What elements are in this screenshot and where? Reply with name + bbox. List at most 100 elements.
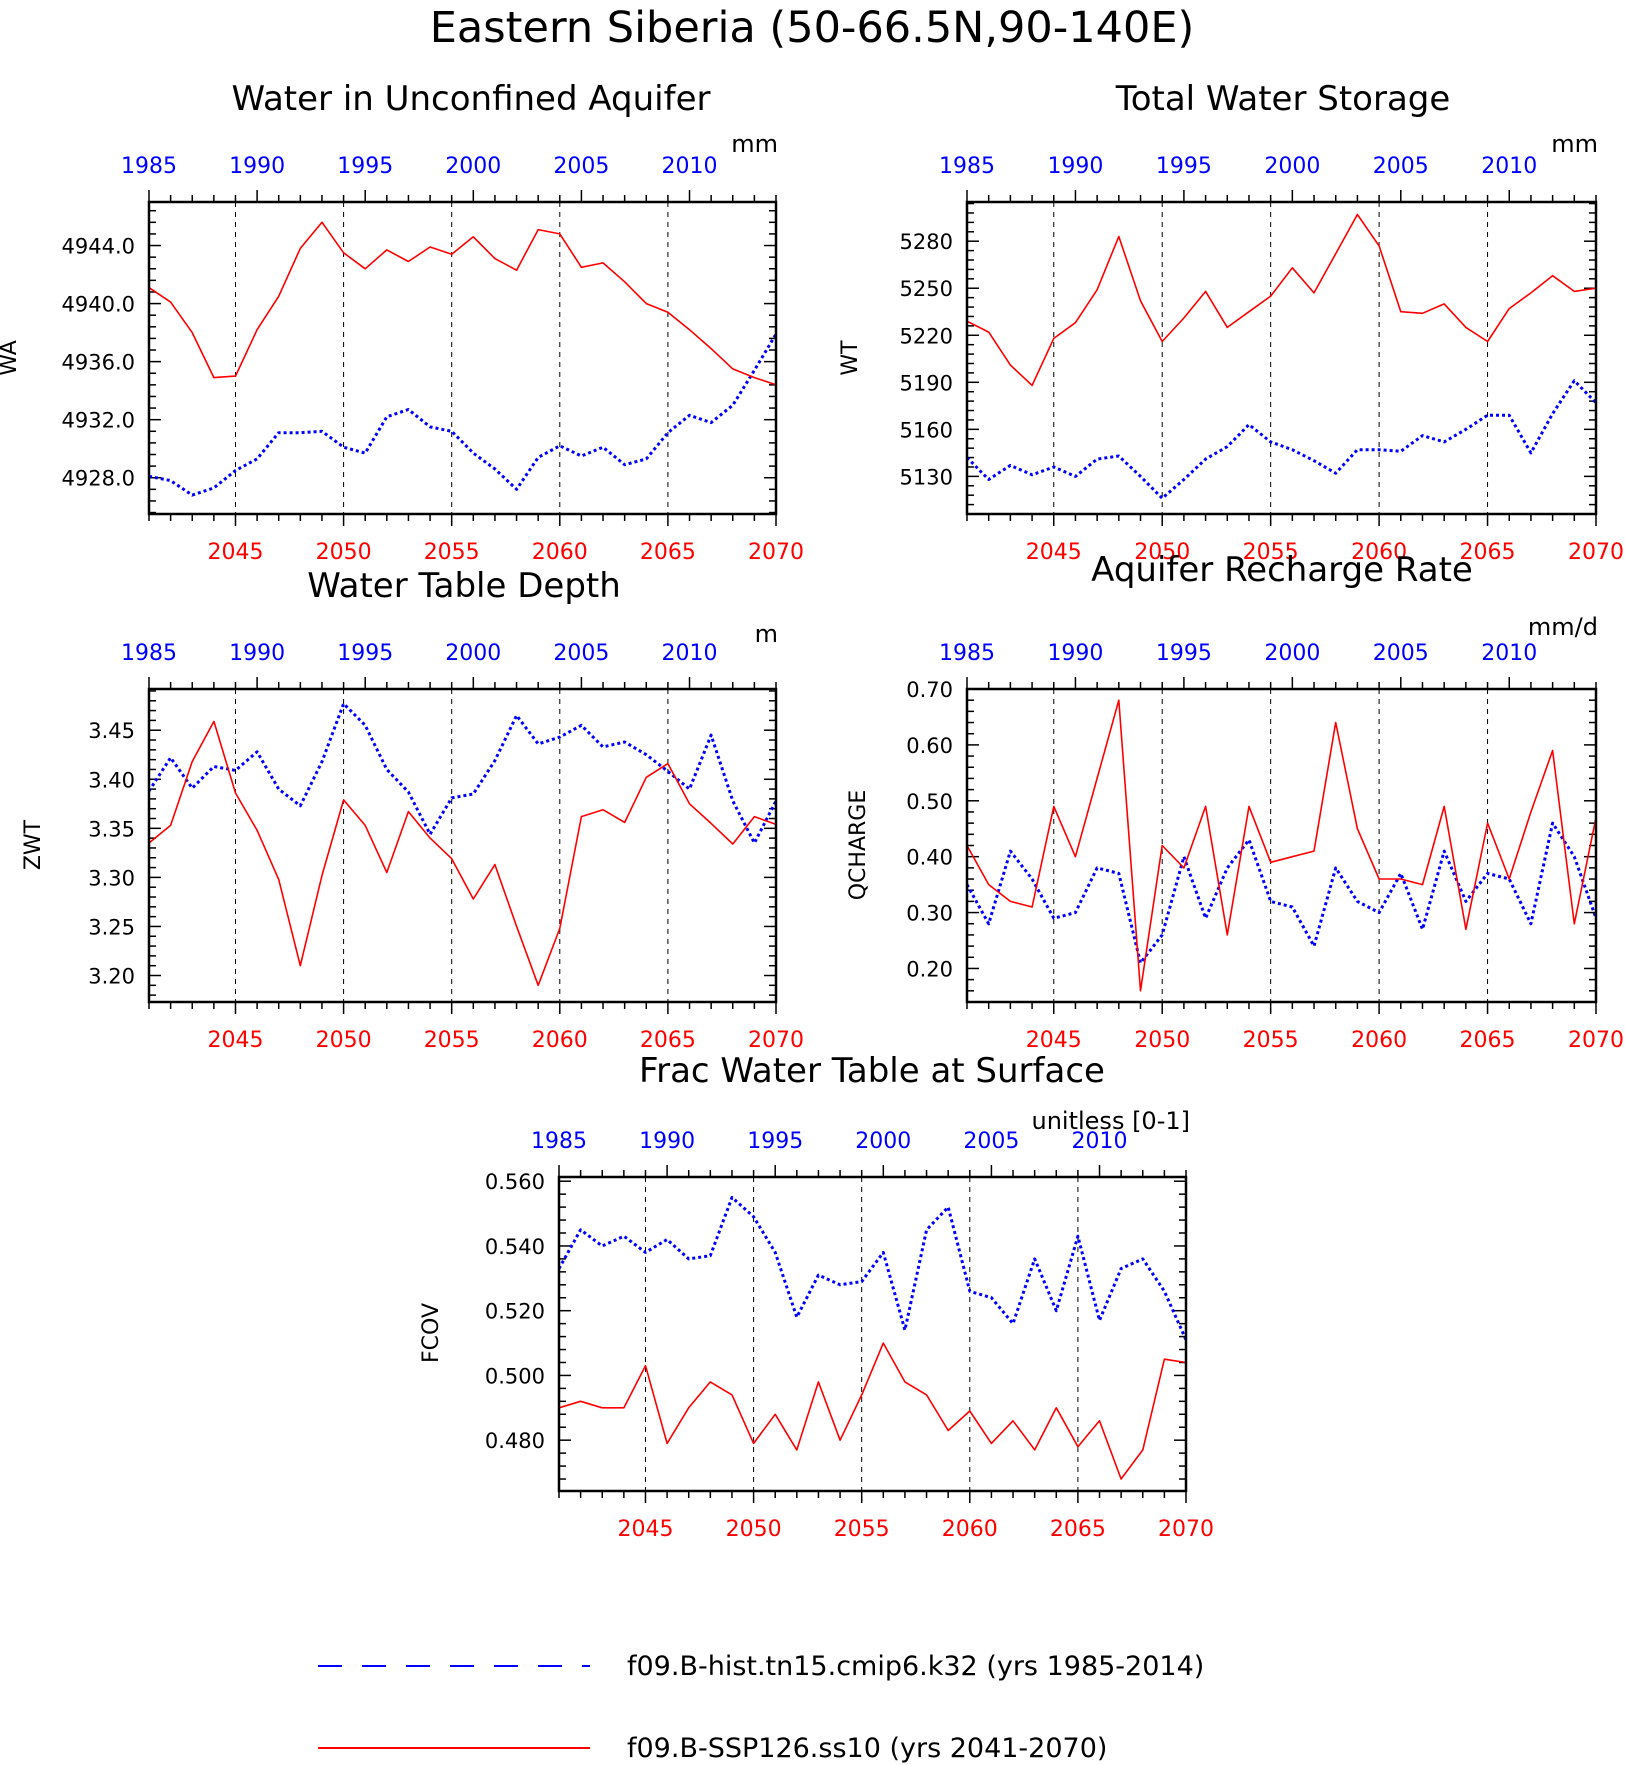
- panel-title: Frac Water Table at Surface: [639, 1051, 1105, 1091]
- y-tick-label: 3.40: [88, 768, 135, 792]
- legend: f09.B-hist.tn15.cmip6.k32 (yrs 1985-2014…: [318, 1651, 1204, 1764]
- x-tick-label-bottom: 2060: [942, 1517, 998, 1542]
- series-line-hist: [148, 333, 778, 497]
- x-tick-label-top: 2010: [1072, 1129, 1128, 1154]
- chart-water-in-unconfined-aquifer: Water in Unconfined Aquifer mm WA 4928.0 493…: [0, 79, 804, 565]
- y-tick-label: 0.40: [906, 846, 953, 870]
- y-tick-label: 3.30: [88, 866, 135, 890]
- x-tick-label-bottom: 2065: [640, 540, 696, 565]
- y-tick-label: 3.25: [88, 915, 135, 939]
- chart-frac-water-table-at-surface: Frac Water Table at Surface unitless [0-1…: [419, 1051, 1214, 1542]
- x-tick-label-bottom: 2050: [1134, 1028, 1190, 1053]
- x-tick-label-bottom: 2070: [748, 540, 804, 565]
- x-tick-label-bottom: 2065: [1460, 540, 1516, 565]
- series-line-ssp: [558, 1342, 1187, 1480]
- y-tick-label: 5220: [900, 324, 953, 348]
- x-tick-label-top: 2010: [662, 154, 718, 179]
- panel-title: Water Table Depth: [307, 566, 621, 606]
- x-tick-label-top: 2000: [1264, 641, 1320, 666]
- x-tick-label-top: 1995: [1156, 154, 1212, 179]
- x-tick-label-bottom: 2060: [1351, 1028, 1407, 1053]
- series-line-ssp: [966, 699, 1597, 992]
- x-tick-label-bottom: 2065: [640, 1028, 696, 1053]
- x-tick-label-top: 2005: [963, 1129, 1019, 1154]
- x-tick-label-top: 2010: [1481, 154, 1537, 179]
- series-line-ssp: [148, 221, 777, 386]
- plot-frame: [147, 200, 778, 516]
- y-tick-label: 0.540: [485, 1235, 545, 1259]
- x-tick-label-top: 1990: [229, 154, 285, 179]
- x-tick-label-top: 1985: [531, 1129, 587, 1154]
- x-tick-label-bottom: 2065: [1050, 1517, 1106, 1542]
- y-tick-label: 0.560: [485, 1170, 545, 1194]
- x-tick-label-top: 1995: [747, 1129, 803, 1154]
- y-tick-label: 4936.0: [62, 351, 135, 375]
- x-tick-label-bottom: 2045: [207, 540, 263, 565]
- plot-frame: [147, 687, 778, 1004]
- x-tick-label-bottom: 2055: [424, 1028, 480, 1053]
- x-tick-label-bottom: 2055: [1243, 540, 1299, 565]
- y-tick-label: 0.520: [485, 1300, 545, 1324]
- x-tick-label-bottom: 2050: [1134, 540, 1190, 565]
- x-tick-label-bottom: 2045: [1026, 1028, 1082, 1053]
- x-tick-label-top: 2005: [553, 641, 609, 666]
- series-line-hist: [965, 821, 1598, 965]
- x-tick-label-bottom: 2070: [1158, 1517, 1214, 1542]
- x-tick-label-bottom: 2045: [207, 1028, 263, 1053]
- y-tick-label: 3.35: [88, 817, 135, 841]
- x-tick-label-top: 1990: [639, 1129, 695, 1154]
- x-tick-label-top: 1990: [229, 641, 285, 666]
- legend-label-ssp: f09.B-SSP126.ss10 (yrs 2041-2070): [627, 1733, 1107, 1764]
- legend-label-hist: f09.B-hist.tn15.cmip6.k32 (yrs 1985-2014…: [627, 1651, 1204, 1682]
- units-label: mm: [1551, 130, 1598, 158]
- x-tick-label-top: 1985: [939, 154, 995, 179]
- panel-title: Water in Unconfined Aquifer: [232, 79, 711, 119]
- panel-title: Total Water Storage: [1115, 79, 1451, 119]
- x-tick-label-bottom: 2055: [1243, 1028, 1299, 1053]
- x-tick-label-bottom: 2045: [617, 1517, 673, 1542]
- y-axis-label: ZWT: [21, 819, 46, 870]
- x-tick-label-bottom: 2055: [424, 540, 480, 565]
- y-tick-label: 0.30: [906, 902, 953, 926]
- x-tick-label-top: 2010: [1481, 641, 1537, 666]
- y-tick-label: 3.20: [88, 965, 135, 989]
- x-tick-label-bottom: 2060: [1351, 540, 1407, 565]
- panel-title: Aquifer Recharge Rate: [1091, 550, 1473, 590]
- x-tick-label-top: 1990: [1047, 641, 1103, 666]
- plot-frame: [965, 200, 1598, 516]
- x-tick-label-bottom: 2055: [834, 1517, 890, 1542]
- x-tick-label-top: 2005: [553, 154, 609, 179]
- x-tick-label-bottom: 2050: [316, 540, 372, 565]
- series-line-hist: [557, 1195, 1188, 1341]
- x-tick-label-top: 1985: [939, 641, 995, 666]
- x-tick-label-top: 1990: [1047, 154, 1103, 179]
- x-tick-label-top: 2005: [1373, 641, 1429, 666]
- y-tick-label: 4932.0: [62, 409, 135, 433]
- x-tick-label-top: 2005: [1373, 154, 1429, 179]
- y-tick-label: 5190: [900, 371, 953, 395]
- x-tick-label-bottom: 2070: [1568, 540, 1624, 565]
- x-tick-label-bottom: 2050: [316, 1028, 372, 1053]
- x-tick-label-top: 1995: [337, 154, 393, 179]
- y-tick-label: 0.50: [906, 790, 953, 814]
- x-tick-label-top: 2010: [662, 641, 718, 666]
- units-label: mm: [731, 130, 778, 158]
- y-tick-label: 0.500: [485, 1364, 545, 1388]
- x-tick-label-bottom: 2050: [726, 1517, 782, 1542]
- y-axis-label: QCHARGE: [846, 790, 871, 901]
- series-line-hist: [147, 702, 778, 845]
- x-tick-label-bottom: 2065: [1460, 1028, 1516, 1053]
- y-tick-label: 4944.0: [62, 235, 135, 259]
- units-label: m: [755, 620, 778, 648]
- chart-aquifer-recharge-rate: Aquifer Recharge Rate mm/d QCHARGE 0.20 0.30…: [846, 550, 1624, 1053]
- series-line-ssp: [148, 720, 777, 987]
- plot-frame: [965, 687, 1598, 1004]
- chart-total-water-storage: Total Water Storage mm WT 5130 5160 5190 5220 5…: [838, 79, 1624, 565]
- y-axis-label: WA: [0, 340, 22, 376]
- figure-title: Eastern Siberia (50-66.5N,90-140E): [430, 3, 1195, 53]
- y-tick-label: 5250: [900, 277, 953, 301]
- x-tick-label-bottom: 2070: [1568, 1028, 1624, 1053]
- x-tick-label-bottom: 2060: [532, 1028, 588, 1053]
- x-tick-label-top: 2000: [1264, 154, 1320, 179]
- units-label: unitless [0-1]: [1032, 1107, 1191, 1135]
